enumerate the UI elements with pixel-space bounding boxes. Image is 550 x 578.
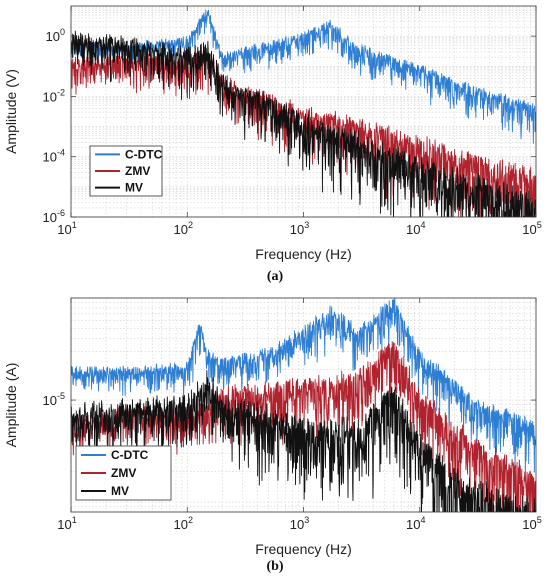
y-tick-exp: 0 (60, 27, 65, 37)
x-tick-label: 104 (406, 220, 425, 237)
x-tick-label: 102 (174, 220, 193, 237)
x-tick-exp: 5 (537, 515, 542, 525)
legend-label-c-dtc: C-DTC (111, 448, 149, 462)
x-tick-exp: 3 (304, 515, 309, 525)
x-tick-label: 103 (290, 515, 309, 532)
x-tick-exp: 3 (304, 220, 309, 230)
x-tick-exp: 4 (420, 515, 425, 525)
tick-marks (70, 6, 537, 218)
legend-label-mv: MV (111, 484, 129, 498)
x-tick-exp: 1 (72, 220, 77, 230)
x-tick-base: 10 (406, 222, 420, 237)
x-tick-label: 103 (290, 220, 309, 237)
y-tick-exp: -5 (57, 391, 65, 401)
y-tick-label: 10-5 (43, 391, 65, 408)
x-tick-label: 102 (174, 515, 193, 532)
legend: C-DTC ZMV MV (75, 445, 172, 501)
series-group (71, 9, 536, 217)
y-axis-label: Amplitude (A) (3, 363, 19, 448)
y-tick-base: 10 (43, 210, 57, 225)
x-tick-base: 10 (290, 517, 304, 532)
x-tick-base: 10 (290, 222, 304, 237)
x-tick-base: 10 (522, 517, 536, 532)
x-axis-label: Frequency (Hz) (255, 541, 351, 557)
panel-caption: (a) (267, 269, 284, 284)
y-tick-base: 10 (43, 89, 57, 104)
x-tick-label: 104 (406, 515, 425, 532)
series-group (71, 298, 536, 512)
x-tick-base: 10 (174, 517, 188, 532)
y-tick-exp: -2 (57, 87, 65, 97)
y-tick-label: 10-2 (43, 87, 65, 104)
y-tick-base: 10 (43, 393, 57, 408)
series-line-c-dtc (71, 298, 536, 481)
x-axis-label: Frequency (Hz) (255, 246, 351, 262)
y-axis-label: Amplitude (V) (3, 69, 19, 154)
series-line-mv (71, 370, 536, 512)
legend-label-c-dtc: C-DTC (125, 147, 163, 161)
series-line-c-dtc (71, 9, 536, 144)
y-tick-label: 100 (46, 27, 65, 44)
legend-label-zmv: ZMV (125, 164, 150, 178)
x-tick-base: 10 (174, 222, 188, 237)
x-tick-label: 105 (522, 515, 541, 532)
series-line-mv (71, 30, 536, 217)
panel-caption: (b) (266, 559, 283, 574)
x-tick-label: 105 (522, 220, 541, 237)
y-tick-label: 10-6 (43, 208, 65, 225)
legend: C-DTC ZMV MV (89, 145, 163, 197)
legend-label-mv: MV (125, 181, 143, 195)
x-tick-exp: 5 (537, 220, 542, 230)
legend-label-zmv: ZMV (111, 466, 136, 480)
chart-a: 101 102 103 104 10510010-210-410-6Frequency … (3, 5, 542, 284)
y-tick-exp: -6 (57, 208, 65, 218)
y-tick-exp: -4 (57, 148, 65, 158)
tick-marks (70, 298, 537, 512)
x-tick-base: 10 (406, 517, 420, 532)
x-tick-label: 101 (57, 515, 76, 532)
x-tick-exp: 4 (420, 220, 425, 230)
x-tick-exp: 2 (188, 220, 193, 230)
y-tick-label: 10-4 (43, 148, 65, 165)
y-tick-base: 10 (43, 150, 57, 165)
x-tick-base: 10 (57, 222, 71, 237)
x-tick-label: 101 (57, 220, 76, 237)
x-tick-exp: 1 (72, 515, 77, 525)
x-tick-base: 10 (57, 517, 71, 532)
x-tick-base: 10 (522, 222, 536, 237)
y-tick-base: 10 (46, 29, 60, 44)
x-tick-exp: 2 (188, 515, 193, 525)
